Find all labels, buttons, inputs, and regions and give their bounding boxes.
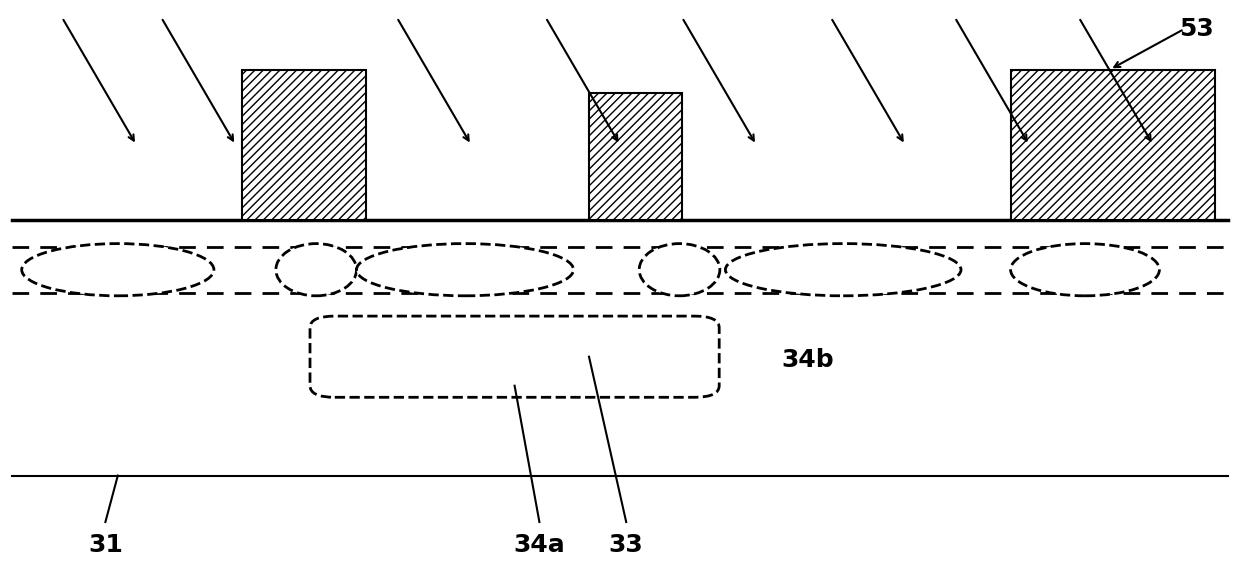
Bar [589,93,682,220]
Ellipse shape [1011,244,1159,296]
FancyBboxPatch shape [310,316,719,397]
Text: 34b: 34b [781,347,833,372]
Text: 31: 31 [88,533,123,557]
Text: 33: 33 [609,533,644,557]
Ellipse shape [640,244,720,296]
Ellipse shape [275,244,357,296]
Ellipse shape [22,244,213,296]
Text: 34a: 34a [513,533,565,557]
Ellipse shape [357,244,573,296]
Bar [1011,70,1215,220]
Text: 53: 53 [1179,17,1214,41]
Ellipse shape [725,244,961,296]
Bar [242,70,366,220]
